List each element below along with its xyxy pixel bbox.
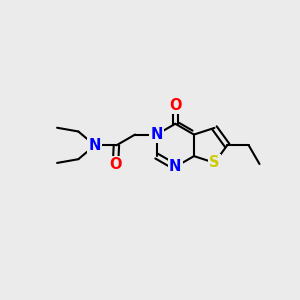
Text: S: S	[209, 155, 220, 170]
Text: O: O	[169, 98, 182, 113]
Text: N: N	[89, 138, 101, 153]
Text: N: N	[151, 127, 163, 142]
Text: O: O	[109, 157, 122, 172]
Text: N: N	[169, 159, 182, 174]
